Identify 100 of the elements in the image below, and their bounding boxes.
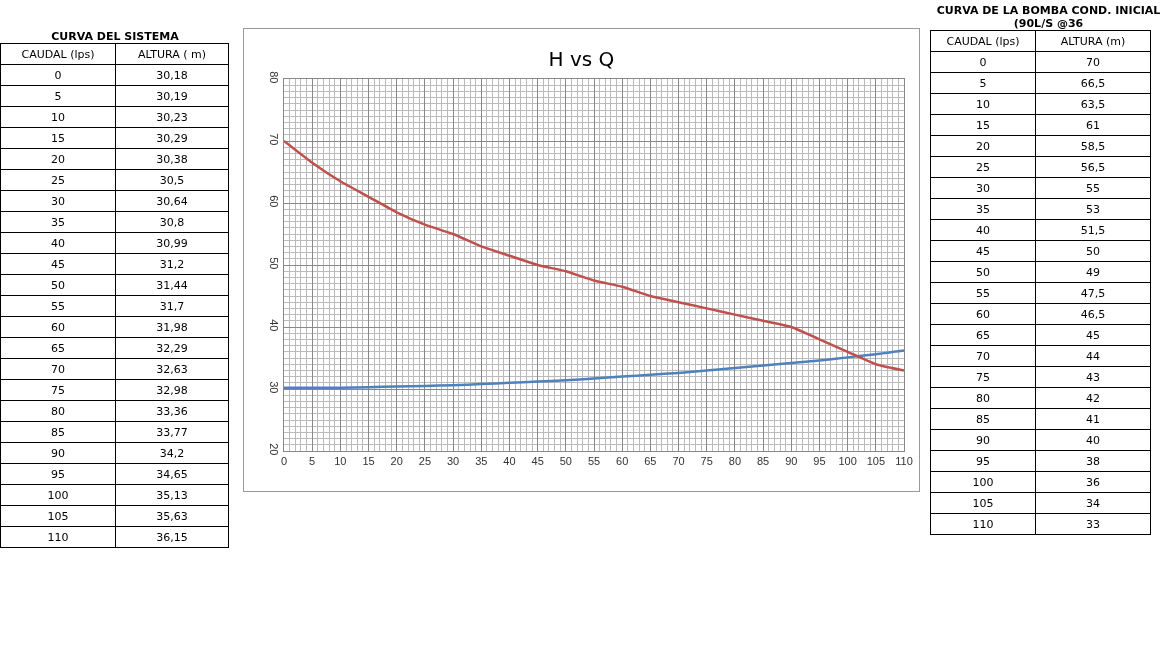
data-label: 36,15 <box>115 526 229 548</box>
data-label: 32,98 <box>115 379 229 401</box>
x-tick-label: 70 <box>672 455 685 468</box>
y-tick-label: 35 <box>930 198 1036 220</box>
data-label: 56,5 <box>1035 156 1151 178</box>
data-label: 53 <box>1035 198 1151 220</box>
x-tick-label: 55 <box>587 455 601 468</box>
data-label: 30,5 <box>115 169 229 191</box>
y-tick-label: 10 <box>930 93 1036 115</box>
x-tick-label: 35 <box>475 455 488 468</box>
y-tick-label: 75 <box>0 379 116 401</box>
chart-title: CURVA DE LA BOMBA COND. INICIAL (90L/S @36 <box>935 4 1162 30</box>
data-label: 30,29 <box>115 127 229 149</box>
y-tick-label: 20 <box>0 148 116 170</box>
x-tick-label: 0 <box>280 455 288 468</box>
data-label: 41 <box>1035 408 1151 430</box>
data-label: 66,5 <box>1035 72 1151 94</box>
data-label: 55 <box>1035 177 1151 199</box>
data-label: 45 <box>1035 324 1151 346</box>
y-tick-label: 45 <box>930 240 1036 262</box>
data-label: 30,64 <box>115 190 229 212</box>
y-tick-label: 0 <box>0 64 116 86</box>
y-tick-label: 110 <box>0 526 116 548</box>
x-tick-label: 25 <box>418 455 432 468</box>
data-label: 63,5 <box>1035 93 1151 115</box>
data-label: 35,63 <box>115 505 229 527</box>
y-tick-label: 20 <box>267 443 280 456</box>
data-label: 30,99 <box>115 232 229 254</box>
y-tick-label: 50 <box>0 274 116 296</box>
y-tick-label: 0 <box>930 51 1036 73</box>
data-label: 33 <box>1035 513 1151 535</box>
data-label: 50 <box>1035 240 1151 262</box>
y-tick-label: 65 <box>930 324 1036 346</box>
data-label: 33,77 <box>115 421 229 443</box>
data-label: 61 <box>1035 114 1151 136</box>
data-label: 40 <box>1035 429 1151 451</box>
y-tick-label: 40 <box>930 219 1036 241</box>
chart-title: CURVA DEL SISTEMA <box>50 30 180 43</box>
y-tick-label: 5 <box>930 72 1036 94</box>
x-tick-label: 15 <box>362 455 375 468</box>
data-label: 36 <box>1035 471 1151 493</box>
y-tick-label: 70 <box>267 133 280 146</box>
y-tick-label: 85 <box>0 421 116 443</box>
line-series <box>284 349 904 390</box>
data-label: 30,19 <box>115 85 229 107</box>
x-tick-label: ALTURA (m) <box>1035 30 1151 52</box>
data-label: 43 <box>1035 366 1151 388</box>
line-series <box>284 139 904 372</box>
y-tick-label: 50 <box>267 257 280 270</box>
y-tick-label: 55 <box>0 295 116 317</box>
y-axis-title: CAUDAL (lps) <box>0 43 116 65</box>
y-tick-label: 85 <box>930 408 1036 430</box>
data-label: 31,44 <box>115 274 229 296</box>
x-tick-label: 65 <box>644 455 657 468</box>
y-tick-label: 110 <box>930 513 1036 535</box>
y-tick-label: 80 <box>0 400 116 422</box>
y-tick-label: 105 <box>930 492 1036 514</box>
data-label: 32,29 <box>115 337 229 359</box>
data-label: 44 <box>1035 345 1151 367</box>
y-tick-label: 15 <box>0 127 116 149</box>
y-axis-title: CAUDAL (lps) <box>930 30 1036 52</box>
data-label: 34,65 <box>115 463 229 485</box>
x-tick-label: 80 <box>728 455 742 468</box>
data-label: 30,23 <box>115 106 229 128</box>
x-tick-label: 105 <box>866 455 885 468</box>
data-label: 49 <box>1035 261 1151 283</box>
x-tick-label: 110 <box>895 455 913 468</box>
data-label: 47,5 <box>1035 282 1151 304</box>
x-tick-label: 100 <box>838 455 857 468</box>
y-tick-label: 70 <box>0 358 116 380</box>
x-tick-label: 30 <box>446 455 460 468</box>
y-tick-label: 40 <box>0 232 116 254</box>
x-tick-label: 95 <box>813 455 826 468</box>
y-tick-label: 10 <box>0 106 116 128</box>
data-label: 33,36 <box>115 400 229 422</box>
data-label: 42 <box>1035 387 1151 409</box>
data-label: 46,5 <box>1035 303 1151 325</box>
y-tick-label: 30 <box>930 177 1036 199</box>
y-tick-label: 15 <box>930 114 1036 136</box>
data-label: 32,63 <box>115 358 229 380</box>
y-tick-label: 105 <box>0 505 116 527</box>
y-tick-label: 90 <box>930 429 1036 451</box>
x-tick-label: 20 <box>390 455 403 468</box>
data-label: 30,38 <box>115 148 229 170</box>
x-tick-label: 90 <box>785 455 798 468</box>
y-tick-label: 80 <box>930 387 1036 409</box>
data-label: 30,18 <box>115 64 229 86</box>
y-tick-label: 30 <box>267 381 280 394</box>
data-label: 35,13 <box>115 484 229 506</box>
y-tick-label: 60 <box>267 195 280 208</box>
y-tick-label: 75 <box>930 366 1036 388</box>
data-label: 34,2 <box>115 442 229 464</box>
x-tick-label: 10 <box>334 455 347 468</box>
y-tick-label: 45 <box>0 253 116 275</box>
data-label: 70 <box>1035 51 1151 73</box>
x-tick-label: ALTURA ( m) <box>115 43 229 65</box>
x-tick-label: 60 <box>616 455 629 468</box>
y-tick-label: 70 <box>930 345 1036 367</box>
data-label: 31,2 <box>115 253 229 275</box>
y-tick-label: 30 <box>0 190 116 212</box>
